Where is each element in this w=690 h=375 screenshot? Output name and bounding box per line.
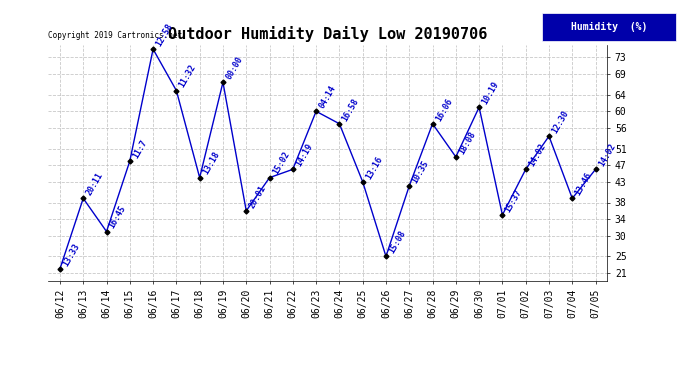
Text: 20:11: 20:11 (84, 171, 105, 197)
Text: 13:18: 13:18 (201, 150, 221, 176)
Text: 10:35: 10:35 (411, 159, 431, 184)
Text: 15:37: 15:37 (504, 188, 524, 214)
Text: Copyright 2019 Cartronics.net: Copyright 2019 Cartronics.net (48, 31, 182, 40)
Text: 16:58: 16:58 (341, 96, 361, 123)
Text: 16:45: 16:45 (108, 204, 128, 230)
Text: 04:14: 04:14 (317, 84, 337, 110)
Text: 16:06: 16:06 (434, 96, 454, 123)
Text: 11:32: 11:32 (177, 63, 198, 89)
Text: 18:08: 18:08 (457, 129, 477, 156)
Text: 12:30: 12:30 (550, 109, 571, 135)
Text: 14:19: 14:19 (294, 142, 314, 168)
Text: 12:58: 12:58 (155, 22, 175, 48)
Text: 15:02: 15:02 (270, 150, 291, 176)
Text: 14:02: 14:02 (597, 142, 617, 168)
Text: 13:46: 13:46 (573, 171, 593, 197)
Text: 15:08: 15:08 (387, 229, 407, 255)
Text: 10:19: 10:19 (480, 80, 500, 106)
Text: 13:33: 13:33 (61, 242, 81, 268)
Title: Outdoor Humidity Daily Low 20190706: Outdoor Humidity Daily Low 20190706 (168, 27, 487, 42)
Text: 13:16: 13:16 (364, 154, 384, 180)
Text: Humidity  (%): Humidity (%) (571, 22, 647, 32)
Text: 00:00: 00:00 (224, 55, 244, 81)
Text: 11:7: 11:7 (131, 138, 149, 160)
Text: 14:02: 14:02 (527, 142, 547, 168)
Text: 20:01: 20:01 (248, 183, 268, 210)
